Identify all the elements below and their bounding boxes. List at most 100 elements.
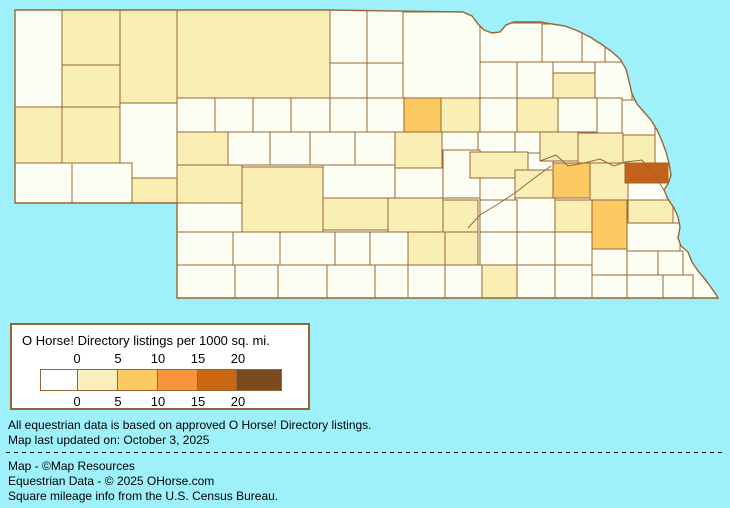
county-region bbox=[552, 61, 596, 74]
county-region bbox=[329, 97, 368, 133]
county-region bbox=[624, 162, 669, 184]
county-region bbox=[594, 61, 633, 101]
county-region bbox=[591, 274, 628, 298]
county-region bbox=[477, 131, 516, 153]
data-source-note: All equestrian data is based on approved… bbox=[8, 418, 372, 432]
equestrian-data-credit: Equestrian Data - © 2025 OHorse.com bbox=[8, 474, 215, 488]
county-region bbox=[366, 10, 404, 64]
county-region bbox=[277, 264, 328, 298]
legend-tick-label: 0 bbox=[73, 351, 81, 366]
county-region bbox=[481, 264, 518, 298]
county-region bbox=[479, 97, 518, 133]
nebraska-county-map bbox=[14, 9, 720, 299]
county-region bbox=[589, 162, 629, 201]
county-region bbox=[354, 131, 396, 169]
county-region bbox=[269, 131, 311, 166]
legend-tick-label: 5 bbox=[114, 351, 122, 366]
state-outline bbox=[14, 9, 720, 299]
county-region bbox=[479, 231, 518, 266]
legend-tick-label: 20 bbox=[230, 394, 246, 409]
county-region bbox=[444, 264, 483, 298]
county-region bbox=[627, 199, 674, 224]
county-region bbox=[326, 264, 376, 298]
county-region bbox=[622, 134, 656, 164]
county-region bbox=[387, 197, 444, 233]
county-region bbox=[444, 231, 479, 266]
county-region bbox=[366, 97, 405, 133]
county-region bbox=[309, 131, 356, 166]
county-region bbox=[479, 177, 518, 201]
county-region bbox=[290, 97, 331, 133]
county-region bbox=[539, 131, 579, 162]
county-region bbox=[214, 97, 254, 133]
county-region bbox=[407, 231, 446, 266]
legend-ticks-top: 0 5 10 15 20 bbox=[12, 351, 308, 366]
county-region bbox=[662, 274, 694, 298]
county-region bbox=[516, 231, 556, 266]
legend-swatch bbox=[118, 370, 159, 390]
census-credit: Square mileage info from the U.S. Census… bbox=[8, 489, 279, 503]
county-region bbox=[591, 199, 628, 250]
county-region bbox=[554, 264, 593, 298]
county-region bbox=[657, 250, 684, 276]
county-region bbox=[329, 62, 368, 99]
legend-tick-label: 0 bbox=[73, 394, 81, 409]
legend-swatch bbox=[77, 370, 119, 390]
legend-ticks-bottom: 0 5 10 15 20 bbox=[12, 394, 308, 409]
county-region bbox=[479, 199, 518, 233]
county-region bbox=[442, 199, 479, 233]
county-region bbox=[627, 182, 669, 201]
county-region bbox=[554, 199, 593, 233]
county-region bbox=[516, 97, 559, 133]
county-region bbox=[402, 11, 481, 99]
county-region bbox=[131, 177, 178, 204]
county-region bbox=[176, 10, 331, 99]
county-region bbox=[15, 162, 73, 204]
county-region bbox=[626, 274, 664, 298]
county-region bbox=[227, 131, 271, 166]
county-region bbox=[552, 72, 596, 99]
county-region bbox=[626, 222, 681, 252]
county-region bbox=[329, 10, 368, 64]
county-region bbox=[61, 64, 121, 108]
county-region bbox=[394, 131, 443, 169]
county-region bbox=[61, 10, 121, 66]
county-region bbox=[322, 164, 396, 199]
county-region bbox=[626, 250, 659, 276]
county-region bbox=[176, 131, 229, 166]
county-region bbox=[366, 62, 404, 99]
map-copyright-credit: Map - ©Map Resources bbox=[8, 459, 135, 473]
county-region bbox=[374, 264, 409, 298]
legend-color-ramp bbox=[40, 369, 282, 391]
county-region bbox=[176, 202, 243, 233]
river-border bbox=[467, 165, 552, 229]
county-region bbox=[554, 231, 593, 266]
county-region bbox=[322, 197, 389, 231]
legend-tick-label: 20 bbox=[230, 351, 246, 366]
legend-tick-label: 10 bbox=[150, 394, 166, 409]
county-region bbox=[394, 167, 444, 199]
county-region bbox=[440, 97, 481, 133]
river-border bbox=[539, 154, 665, 191]
legend-tick-label: 10 bbox=[150, 351, 166, 366]
county-region bbox=[232, 231, 281, 266]
county-region bbox=[234, 264, 279, 298]
county-region bbox=[479, 22, 543, 63]
county-region bbox=[176, 231, 234, 266]
county-region bbox=[514, 197, 556, 233]
county-region bbox=[479, 61, 518, 99]
county-region bbox=[252, 97, 292, 133]
county-region bbox=[119, 10, 178, 104]
county-region bbox=[279, 231, 336, 266]
legend-swatch bbox=[197, 370, 238, 390]
county-region bbox=[61, 106, 121, 164]
county-region bbox=[596, 97, 623, 134]
county-region bbox=[15, 106, 63, 164]
county-region bbox=[407, 264, 446, 298]
dashed-separator bbox=[6, 452, 726, 453]
county-region bbox=[516, 264, 556, 298]
county-region bbox=[241, 166, 324, 233]
legend-title: O Horse! Directory listings per 1000 sq.… bbox=[22, 333, 270, 348]
legend-swatch bbox=[41, 370, 78, 390]
